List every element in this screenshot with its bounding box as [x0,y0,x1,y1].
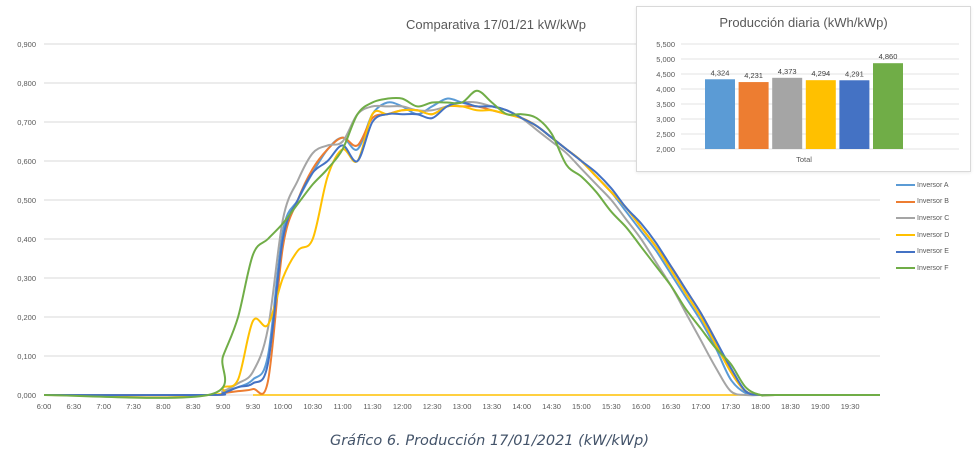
x-tick-label: 7:30 [126,402,141,411]
x-tick-label: 6:30 [67,402,82,411]
legend-label-d: Inversor D [917,231,950,239]
bar-inversor-b [738,82,769,149]
bar-inversor-f [873,63,903,150]
y-tick-label: 0,900 [17,40,36,49]
y-tick-label: 0,000 [17,391,36,400]
bar-inversor-c [772,77,803,149]
legend-swatch-e [896,250,915,253]
x-tick-label: 7:00 [96,402,111,411]
y-tick-label: 0,700 [17,118,36,127]
x-tick-label: 16:00 [632,402,651,411]
x-tick-label: 18:30 [781,402,800,411]
x-tick-label: 9:30 [246,402,261,411]
y-tick-label: 0,600 [17,157,36,166]
x-tick-label: 12:00 [393,402,412,411]
figure-caption: Gráfico 6. Producción 17/01/2021 (kW/kWp… [329,433,649,449]
bar-chart-title: Producción diaria (kWh/kWp) [719,15,888,30]
x-tick-label: 12:30 [423,402,442,411]
bar-inversor-a [705,79,735,149]
bar-value-label: 4,294 [811,69,830,78]
bar-y-tick-label: 4,000 [656,85,675,94]
series-line-inversor-e [43,101,880,397]
legend-swatch-b [896,200,915,203]
x-tick-label: 6:00 [37,402,52,411]
y-tick-label: 0,800 [17,79,36,88]
y-tick-label: 0,500 [17,196,36,205]
x-tick-label: 19:00 [811,402,830,411]
y-tick-label: 0,200 [17,313,36,322]
series-line-inversor-f [43,89,880,399]
bar-y-tick-label: 3,000 [656,115,675,124]
legend-item-b: Inversor B [896,194,949,211]
legend-item-a: Inversor A [896,177,949,194]
legend-item-d: Inversor D [896,227,949,244]
x-tick-label: 16:30 [662,402,681,411]
legend-item-f: Inversor F [896,260,949,277]
bar-value-label: 4,324 [711,68,730,77]
legend-label-e: Inversor E [917,248,949,256]
y-tick-label: 0,400 [17,235,36,244]
legend-swatch-f [896,267,915,270]
bar-y-tick-label: 5,000 [656,55,675,64]
legend-label-c: Inversor C [917,214,950,222]
x-tick-label: 10:30 [303,402,322,411]
chart-legend: Inversor A Inversor B Inversor C Inverso… [896,177,949,277]
bar-inversor-d [805,80,836,149]
x-tick-label: 11:30 [363,402,381,411]
bar-value-label: 4,860 [879,52,898,61]
y-tick-label: 0,100 [17,352,36,361]
bar-y-tick-label: 5,500 [656,40,675,49]
series-line-inversor-d [43,104,880,397]
legend-item-c: Inversor C [896,210,949,227]
x-tick-label: 17:30 [721,402,740,411]
x-tick-label: 13:30 [482,402,501,411]
x-tick-label: 15:00 [572,402,591,411]
x-tick-label: 13:00 [453,402,472,411]
bar-x-label: Total [796,155,812,164]
legend-label-f: Inversor F [917,264,949,272]
x-tick-label: 8:30 [186,402,201,411]
x-tick-label: 15:30 [602,402,621,411]
x-tick-label: 17:00 [691,402,710,411]
legend-swatch-a [896,184,915,187]
legend-label-b: Inversor B [917,198,949,206]
bar-y-tick-label: 2,000 [656,145,675,154]
bar-chart-panel: 2,000 2,500 3,000 3,500 4,000 4,500 5,000 5,500… [636,6,971,172]
x-tick-label: 14:30 [542,402,561,411]
bar-value-label: 4,373 [778,67,797,76]
x-tick-label: 18:00 [751,402,770,411]
bar-value-label: 4,291 [845,69,864,78]
bar-chart: 2,000 2,500 3,000 3,500 4,000 4,500 5,000 5,500… [656,40,959,164]
bar-y-tick-label: 2,500 [656,130,675,139]
bar-y-tick-label: 4,500 [656,70,675,79]
legend-item-e: Inversor E [896,243,949,260]
x-tick-label: 11:00 [333,402,351,411]
legend-label-a: Inversor A [917,181,949,189]
x-tick-label: 14:00 [512,402,531,411]
bar-inversor-e [839,80,870,149]
bar-y-tick-label: 3,500 [656,100,675,109]
line-chart-title: Comparativa 17/01/21 kW/kWp [406,17,586,32]
legend-swatch-c [896,217,915,220]
y-tick-label: 0,300 [17,274,36,283]
legend-swatch-d [896,234,915,237]
x-tick-label: 8:00 [156,402,171,411]
bar-value-label: 4,231 [744,71,763,80]
x-tick-label: 9:00 [216,402,231,411]
x-tick-label: 10:00 [273,402,292,411]
x-tick-label: 19:30 [841,402,860,411]
